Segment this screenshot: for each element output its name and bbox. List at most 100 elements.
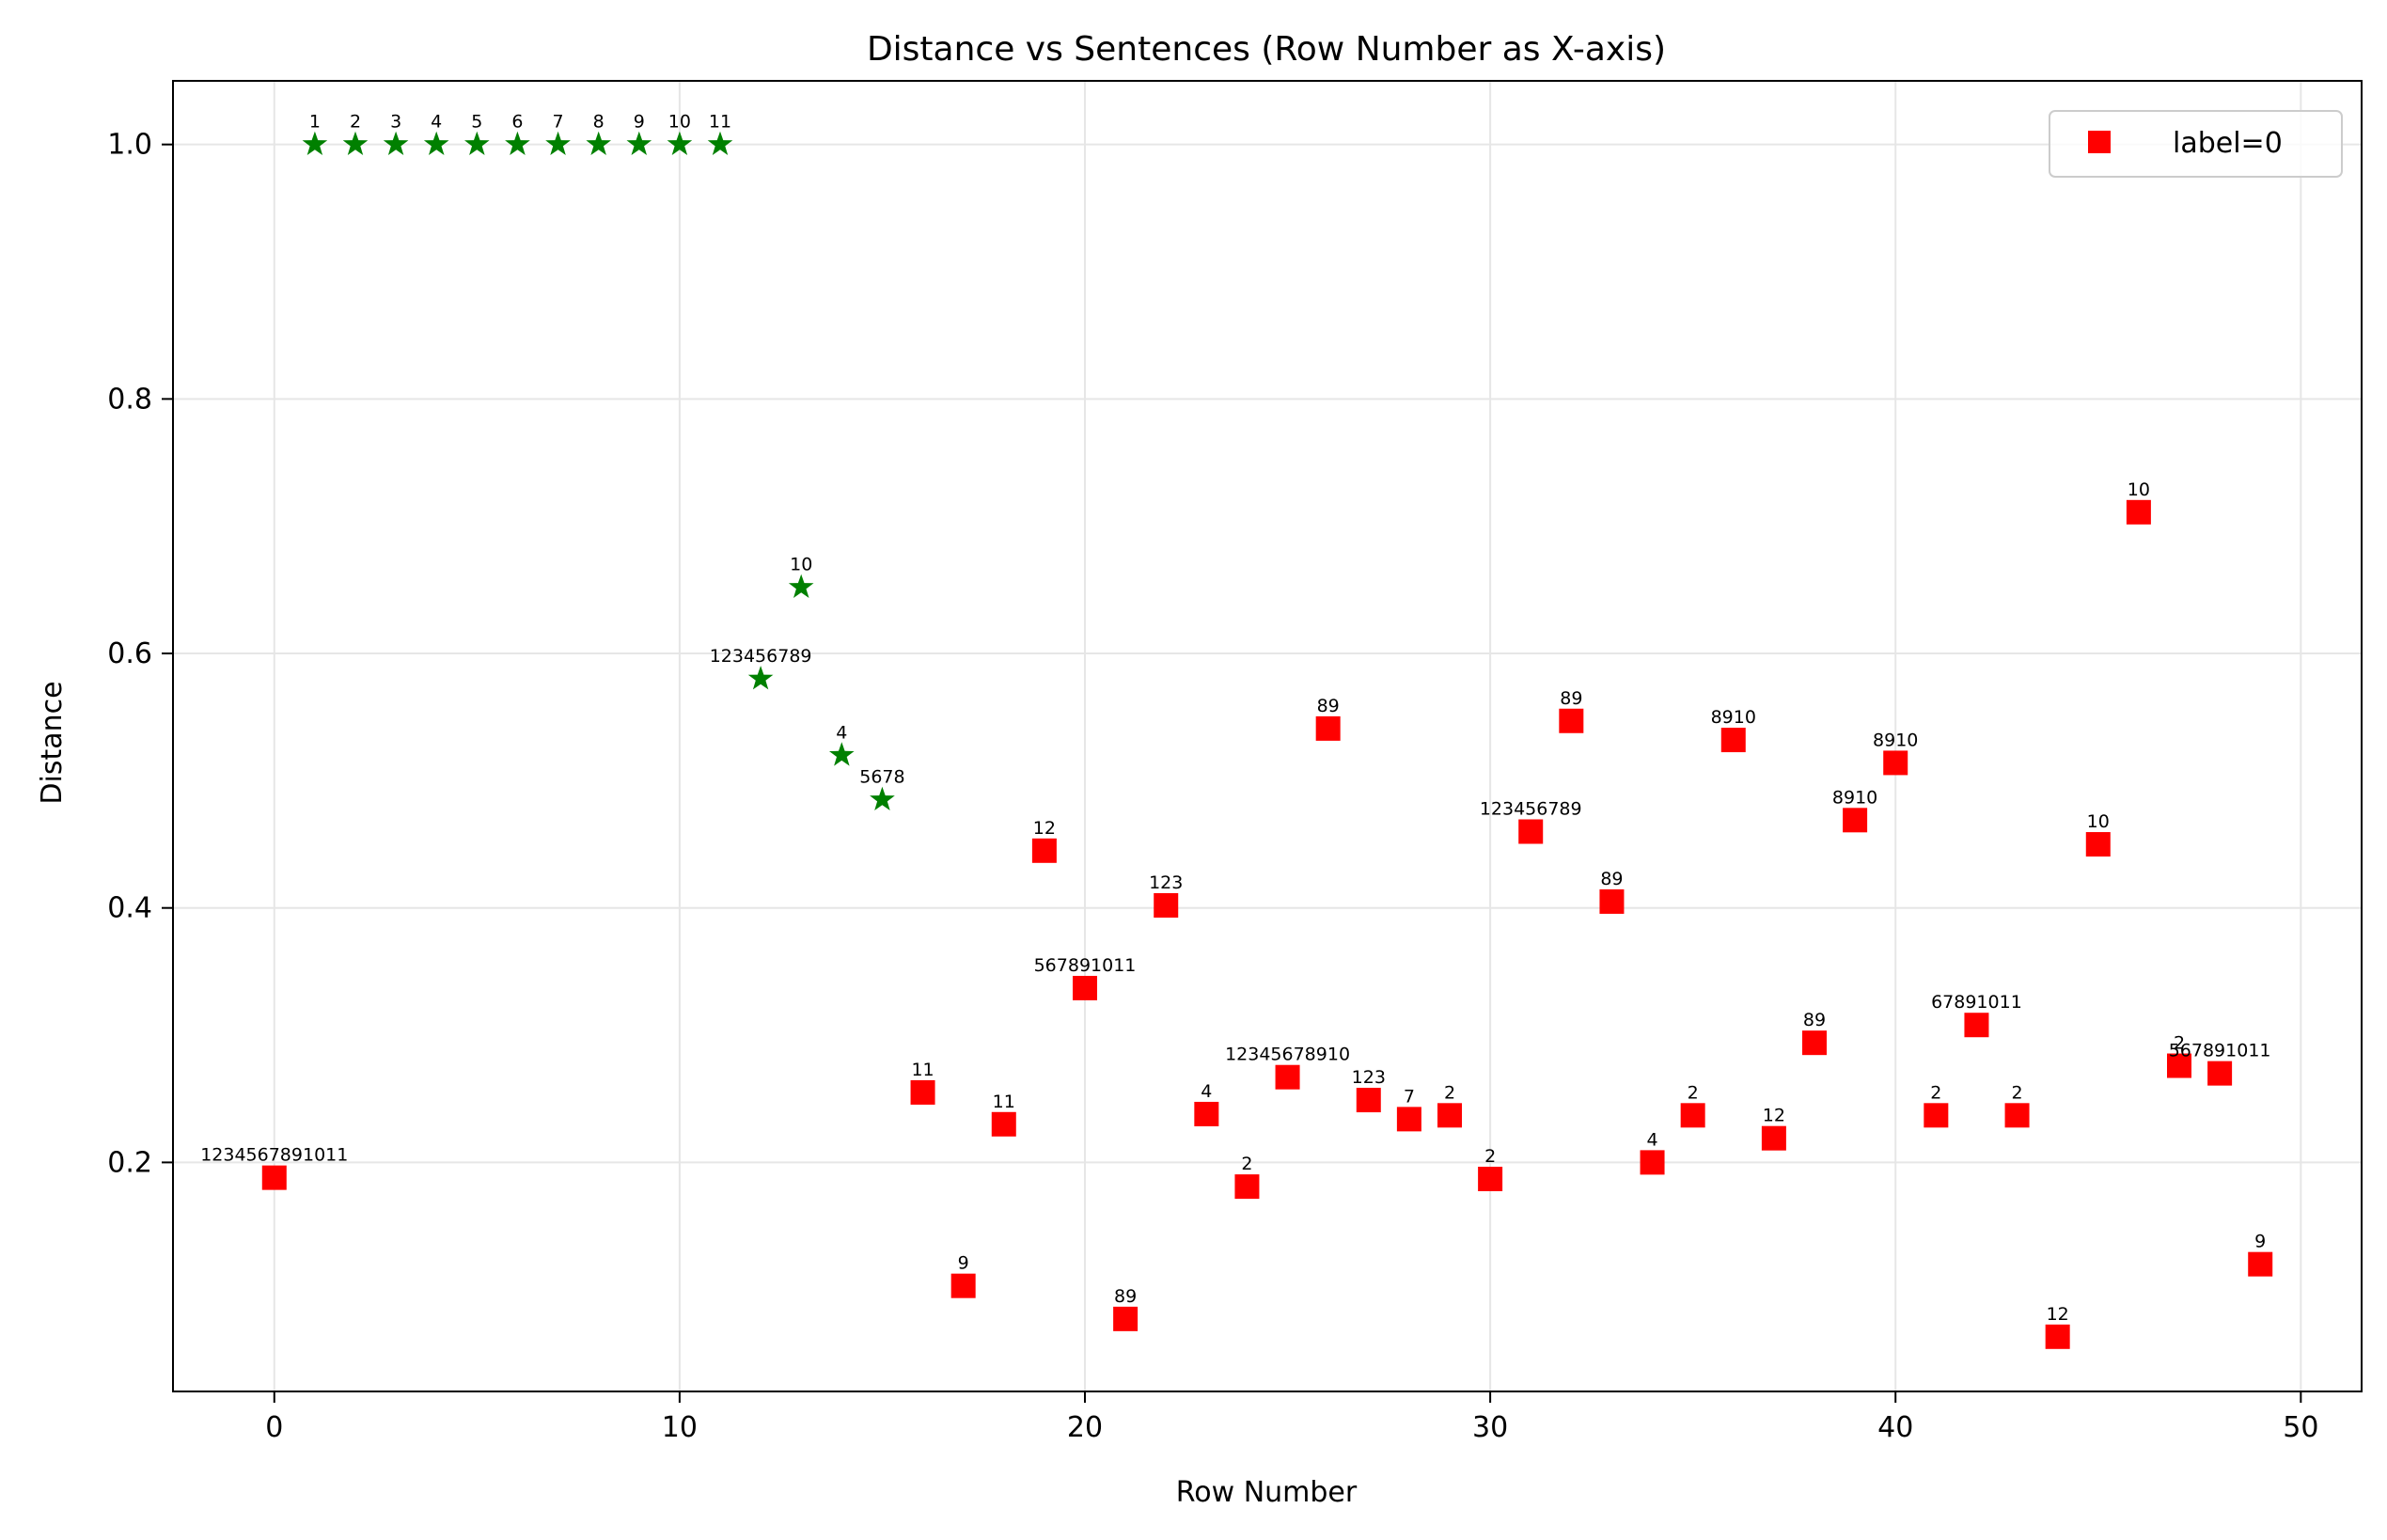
point-label: 11	[911, 1060, 934, 1080]
legend-label: label=0	[2173, 127, 2283, 160]
point-label: 2	[2174, 1033, 2185, 1054]
square-marker	[1113, 1306, 1139, 1331]
x-axis-ticks: 0 10 20 30 40 50	[265, 1391, 2318, 1444]
point-label: 89	[1803, 1010, 1826, 1030]
square-marker	[950, 1273, 976, 1298]
point-label: 4	[1201, 1081, 1212, 1102]
square-marker	[1559, 708, 1584, 733]
point-label: 8	[593, 112, 605, 133]
point-label: 11	[993, 1092, 1015, 1112]
grid-lines	[173, 81, 2362, 1391]
star-marker	[829, 742, 855, 766]
data-marks	[261, 131, 2273, 1349]
legend-square-marker	[2088, 131, 2111, 153]
x-tick-label: 20	[1067, 1411, 1103, 1444]
point-label: 1234567891011	[200, 1145, 348, 1166]
square-marker	[2167, 1053, 2191, 1078]
point-label: 2	[1241, 1154, 1252, 1174]
point-label: 12	[1763, 1106, 1785, 1126]
x-tick-label: 10	[662, 1411, 698, 1444]
point-label: 123456789	[1480, 799, 1582, 820]
point-label: 4	[836, 722, 847, 743]
point-label: 10	[2128, 479, 2150, 500]
point-label: 10	[790, 555, 812, 575]
y-tick-label: 1.0	[107, 129, 152, 162]
square-marker	[1437, 1103, 1462, 1128]
star-marker	[667, 131, 693, 155]
point-label: 2	[2012, 1082, 2023, 1103]
point-label: 10	[668, 112, 691, 133]
point-label: 123456789	[710, 646, 812, 667]
x-tick-label: 40	[1877, 1411, 1913, 1444]
square-marker	[2126, 499, 2151, 525]
y-tick-label: 0.4	[107, 892, 152, 925]
point-label: 89	[1600, 869, 1623, 889]
star-marker	[383, 131, 409, 155]
point-label: 5678	[859, 767, 904, 788]
y-tick-label: 0.8	[107, 383, 152, 416]
point-label: 123	[1352, 1067, 1386, 1088]
legend: label=0	[2049, 110, 2343, 178]
y-tick-label: 0.2	[107, 1146, 152, 1179]
square-marker	[1924, 1103, 1949, 1128]
point-label: 7	[1404, 1086, 1415, 1107]
point-label: 8910	[1832, 787, 1877, 808]
point-label: 89	[1317, 696, 1340, 716]
square-marker	[1396, 1107, 1421, 1132]
square-marker	[1154, 893, 1179, 919]
square-marker	[1356, 1088, 1381, 1113]
square-marker	[1680, 1103, 1705, 1128]
point-label: 8910	[1711, 707, 1756, 728]
point-label: 9	[958, 1253, 969, 1274]
star-marker	[586, 131, 611, 155]
square-marker	[2045, 1324, 2070, 1349]
y-tick-label: 0.6	[107, 637, 152, 670]
square-marker	[1761, 1125, 1786, 1151]
star-marker	[747, 666, 774, 690]
square-marker	[1275, 1064, 1300, 1090]
square-marker	[1802, 1030, 1827, 1056]
point-label: 10	[2087, 811, 2110, 832]
point-label: 9	[2254, 1232, 2266, 1252]
square-marker	[261, 1165, 287, 1190]
point-label: 2	[350, 112, 361, 133]
y-axis-ticks: 0.2 0.4 0.6 0.8 1.0	[107, 129, 173, 1179]
star-marker	[870, 786, 895, 810]
point-label: 11	[709, 112, 731, 133]
square-marker	[2085, 832, 2111, 857]
square-marker	[2248, 1251, 2273, 1277]
square-marker	[1883, 750, 1908, 776]
point-label: 89	[1560, 688, 1582, 709]
point-label: 2	[1484, 1146, 1496, 1167]
x-tick-label: 50	[2283, 1411, 2318, 1444]
point-label: 567891011	[1034, 955, 1137, 976]
star-marker	[423, 131, 449, 155]
square-marker	[1315, 715, 1341, 741]
square-marker	[1518, 819, 1544, 844]
point-label: 2	[1930, 1082, 1941, 1103]
point-label: 5	[471, 112, 482, 133]
x-tick-label: 0	[265, 1411, 283, 1444]
square-marker	[2207, 1061, 2233, 1086]
point-label: 2	[1688, 1082, 1699, 1103]
square-marker	[1599, 888, 1625, 914]
square-marker	[1964, 1013, 1989, 1038]
square-marker	[1640, 1150, 1665, 1175]
square-marker	[1720, 728, 1746, 753]
star-marker	[545, 131, 571, 155]
point-label: 7	[553, 112, 564, 133]
legend-box	[2049, 110, 2343, 178]
star-marker	[788, 574, 814, 598]
point-label: 1	[309, 112, 321, 133]
point-label: 4	[1647, 1129, 1658, 1150]
point-label: 12	[2047, 1304, 2069, 1325]
point-label: 4	[431, 112, 442, 133]
square-marker	[1194, 1101, 1219, 1126]
point-label: 6	[511, 112, 523, 133]
square-marker	[1073, 975, 1097, 1000]
point-label: 8910	[1873, 730, 1918, 750]
point-labels: 1 2 3 4 5 6 7 8 9 10 11123456789104567812345678910…	[200, 112, 2270, 1325]
square-marker	[1843, 808, 1868, 833]
